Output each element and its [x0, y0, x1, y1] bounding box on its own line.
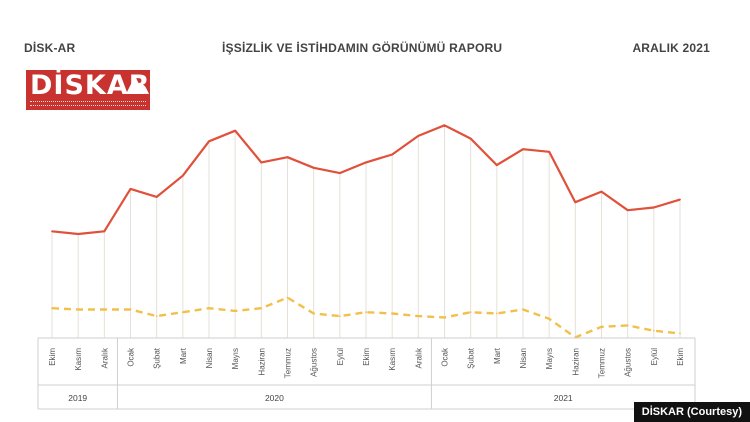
data-point — [155, 196, 158, 198]
tick-label: Ekim — [676, 348, 685, 366]
data-point — [103, 308, 106, 311]
data-point — [312, 312, 315, 315]
data-point — [286, 296, 289, 299]
tick-label: Kasım — [388, 348, 397, 371]
data-point — [77, 308, 80, 311]
data-point — [469, 137, 472, 140]
data-point — [391, 153, 394, 156]
tick-label: Mart — [493, 347, 502, 364]
tick-label: Mayıs — [231, 348, 240, 369]
tick-label: Temmuz — [284, 348, 293, 378]
report-title: İŞSİZLİK VE İSTİHDAMIN GÖRÜNÜMÜ RAPORU — [222, 41, 503, 55]
report-date: ARALIK 2021 — [632, 41, 710, 55]
tick-label: Mayıs — [545, 348, 554, 369]
diskar-logo: DİSKAR — [26, 70, 150, 110]
data-point — [51, 307, 53, 310]
tick-label: Aralık — [414, 347, 423, 368]
tick-label: Ekim — [362, 348, 371, 366]
data-point — [338, 315, 341, 318]
data-point — [338, 172, 341, 174]
data-point — [652, 329, 655, 332]
data-point — [312, 166, 315, 169]
data-point — [129, 308, 132, 311]
data-point — [522, 308, 524, 311]
tick-label: Mart — [179, 347, 188, 364]
data-point — [181, 311, 184, 314]
report-brand: DİSK-AR — [24, 41, 76, 55]
year-label: 2021 — [554, 393, 573, 403]
data-point — [652, 206, 655, 209]
tick-label: Haziran — [257, 348, 266, 376]
drop-lines — [51, 125, 681, 338]
tick-label: Kasım — [74, 348, 83, 371]
data-point — [208, 140, 210, 143]
data-point — [129, 188, 132, 190]
data-point — [495, 164, 498, 167]
data-point — [443, 124, 446, 127]
logo-tagline — [30, 101, 146, 106]
data-point — [600, 325, 603, 328]
data-point — [77, 233, 80, 235]
year-label: 2020 — [265, 393, 284, 403]
data-point — [469, 311, 472, 314]
tick-label: Ağustos — [310, 348, 319, 377]
tick-label: Şubat — [467, 347, 476, 369]
tick-label: Temmuz — [598, 348, 607, 378]
data-point — [522, 148, 524, 151]
data-point — [51, 230, 53, 233]
category-axis: Ekim Kasım Aralık Ocak Şubat Mart Nisan Mayıs Ha… — [37, 337, 696, 410]
tick-label: Şubat — [153, 347, 162, 369]
data-point — [600, 190, 603, 193]
data-point — [417, 315, 420, 318]
data-point — [260, 307, 263, 310]
tick-label: Haziran — [571, 348, 580, 376]
data-point — [286, 156, 289, 159]
data-point — [574, 201, 577, 204]
data-point — [365, 161, 367, 164]
data-point — [103, 230, 106, 233]
tick-label: Ocak — [127, 347, 136, 367]
tick-label: Nisan — [519, 348, 528, 368]
tick-label: Aralık — [100, 347, 109, 368]
data-point — [155, 315, 158, 318]
data-point — [495, 312, 498, 315]
data-point — [365, 311, 367, 314]
series-layer — [51, 124, 681, 339]
tick-label: Ocak — [441, 347, 450, 367]
tick-label: Ağustos — [624, 348, 633, 377]
data-point — [208, 307, 210, 310]
tick-label: Eylül — [650, 348, 659, 366]
data-point — [679, 332, 681, 335]
tick-label: Nisan — [205, 348, 214, 368]
logo-triangle-icon — [126, 76, 144, 94]
data-point — [548, 150, 551, 153]
data-point — [626, 209, 629, 212]
tick-label: Eylül — [336, 348, 345, 366]
data-point — [679, 198, 681, 201]
data-point — [417, 135, 420, 137]
data-point — [626, 324, 629, 327]
data-point — [234, 309, 237, 312]
data-point — [548, 317, 551, 320]
tick-label: Ekim — [48, 348, 57, 366]
year-label: 2019 — [68, 393, 87, 403]
courtesy-label: DİSKAR (Courtesy) — [633, 402, 750, 422]
data-point — [234, 129, 237, 132]
data-point — [443, 316, 446, 319]
data-point — [391, 312, 394, 315]
data-point — [260, 161, 263, 164]
data-point — [181, 174, 184, 177]
